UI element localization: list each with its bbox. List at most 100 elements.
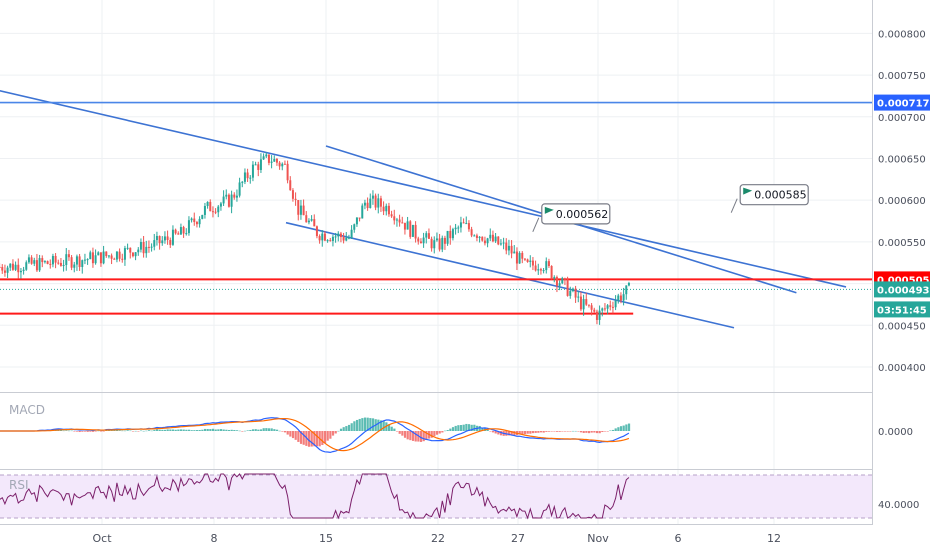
macd-histogram-bar (347, 424, 351, 431)
macd-indicator (0, 417, 631, 454)
candle-body (611, 306, 614, 308)
candle-body (331, 236, 334, 241)
candle-body (515, 251, 518, 264)
macd-histogram-bar (310, 431, 313, 447)
rsi-tick: 40.0000 (878, 500, 919, 511)
candle-body (102, 251, 105, 264)
macd-histogram-bar (555, 431, 559, 432)
candle-body (129, 247, 132, 253)
candle-body (398, 219, 401, 223)
candle-body (462, 222, 465, 224)
macd-histogram-bar (537, 431, 540, 433)
macd-histogram-bar (326, 431, 329, 441)
candle-body (1, 267, 4, 271)
candle-body (371, 195, 374, 199)
candle-body (507, 245, 510, 251)
callout-box (739, 184, 809, 206)
candle-body (526, 259, 529, 262)
candle-body (219, 203, 222, 207)
chart-grid (0, 0, 932, 525)
candle-body (353, 224, 356, 230)
macd-histogram-bar (353, 421, 356, 431)
macd-histogram-bar (342, 427, 345, 431)
candle-body (166, 236, 169, 241)
candle-body (323, 233, 326, 241)
macd-histogram-bar (169, 429, 172, 431)
macd-histogram-bar (390, 426, 393, 431)
candle-body (41, 258, 44, 263)
macd-histogram-bar (150, 430, 153, 432)
macd-histogram-bar (379, 420, 383, 431)
candle-body (385, 205, 388, 212)
candle-body (35, 260, 38, 271)
candle-body (569, 291, 572, 296)
macd-histogram-bar (201, 429, 204, 431)
macd-histogram-bar (622, 425, 625, 431)
macd-histogram-bar (81, 431, 84, 432)
candle-body (499, 243, 502, 245)
candle-body (177, 233, 180, 235)
macd-histogram-bar (393, 428, 396, 431)
macd-histogram-bar (315, 431, 319, 447)
macd-histogram-bar (449, 428, 452, 431)
macd-histogram-bar (550, 431, 553, 432)
macd-histogram-bar (619, 426, 623, 431)
candle-body (9, 263, 12, 268)
macd-histogram-bar (601, 431, 604, 433)
macd-histogram-bar (491, 431, 495, 433)
macd-histogram-bar (553, 431, 556, 432)
macd-histogram-bar (489, 431, 492, 432)
candle-body (209, 201, 212, 212)
candle-body (486, 238, 489, 244)
price-tick: 0.000400 (878, 363, 926, 374)
macd-histogram-bar (478, 425, 481, 431)
macd-histogram-bar (569, 431, 572, 432)
candle-body (409, 221, 412, 237)
macd-histogram-bar (358, 418, 361, 431)
price-tag-label: 03:51:45 (877, 305, 927, 316)
macd-histogram-bar (545, 431, 548, 432)
macd-histogram-bar (273, 429, 276, 431)
macd-histogram-bar (438, 431, 441, 434)
macd-histogram-bar (99, 431, 103, 432)
candle-body (470, 229, 473, 236)
macd-histogram-bar (299, 431, 303, 444)
macd-histogram-bar (89, 431, 92, 432)
price-tick: 0.000650 (878, 154, 926, 165)
candle-body (211, 211, 214, 213)
candle-body (350, 229, 353, 238)
macd-histogram-bar (307, 431, 311, 447)
candle-body (73, 264, 76, 268)
candle-body (193, 218, 196, 222)
macd-histogram-bar (430, 431, 433, 438)
price-tick: 0.000450 (878, 321, 926, 332)
candle-body (54, 255, 57, 263)
macd-histogram-bar (443, 430, 447, 432)
candle-body (425, 233, 428, 238)
indicator-backgrounds (0, 474, 872, 519)
macd-histogram-bar (577, 431, 580, 432)
candle-body (38, 258, 41, 271)
candle-body (294, 198, 297, 200)
macd-histogram-bar (510, 431, 513, 436)
candle-body (531, 260, 534, 266)
macd-histogram-bar (198, 429, 201, 431)
candle-body (291, 190, 294, 199)
candle-body (27, 257, 30, 263)
macd-histogram-bar (411, 431, 415, 441)
candle-body (22, 269, 25, 271)
macd-histogram-bar (67, 430, 71, 432)
macd-histogram-bar (329, 431, 332, 439)
macd-histogram-bar (235, 430, 239, 431)
candle-body (363, 202, 366, 206)
candle-body (201, 214, 204, 219)
target-label: 0.000562 (556, 208, 609, 221)
macd-histogram-bar (363, 417, 367, 431)
candle-body (115, 251, 118, 260)
macd-histogram-bar (286, 431, 289, 435)
candle-body (169, 240, 172, 245)
macd-histogram-bar (83, 431, 87, 432)
candle-body (473, 235, 476, 237)
candle-body (390, 214, 393, 217)
